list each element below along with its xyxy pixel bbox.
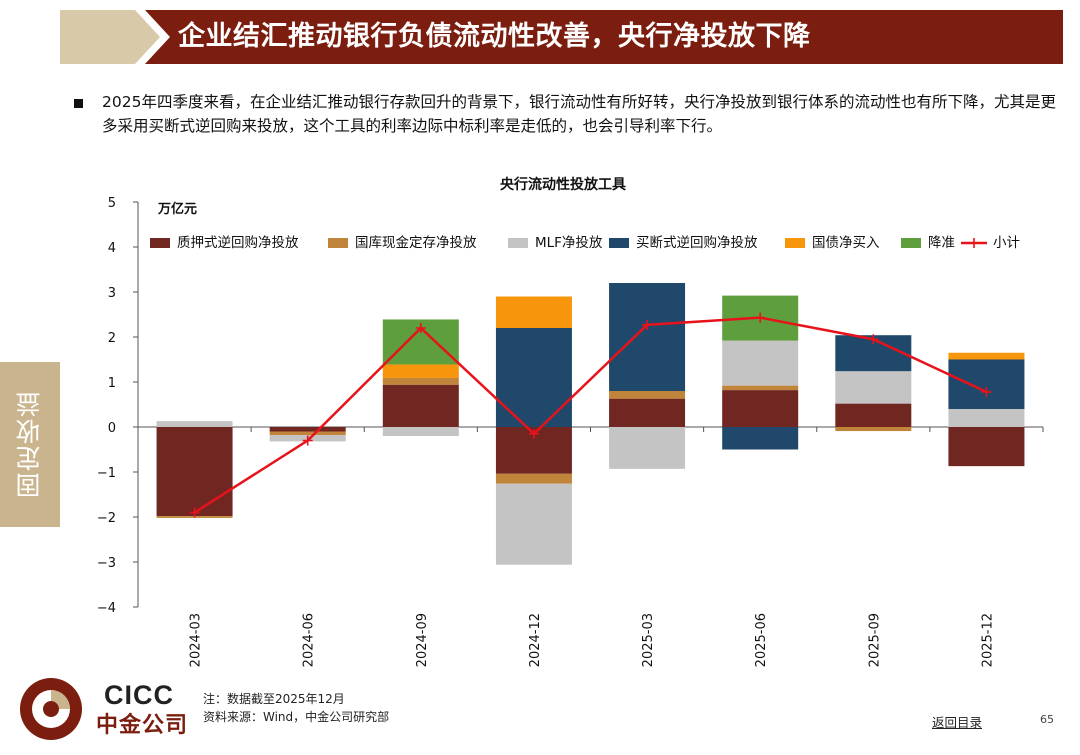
legend: 质押式逆回购净投放 国库现金定存净投放 MLF净投放 买断式逆回购净投放 国债净买入 降准… (150, 235, 1020, 251)
legend-label: 买断式逆回购净投放 (636, 235, 758, 251)
bar-segment (609, 283, 686, 391)
x-tick-label: 2024-03 (189, 613, 204, 667)
subtotal-line (189, 312, 992, 518)
bar-segment (495, 473, 572, 484)
subtotal-point (415, 323, 426, 333)
y-tick-label: 5 (108, 196, 116, 211)
legend-swatch (609, 238, 629, 248)
intro-paragraph: 2025年四季度来看，在企业结汇推动银行存款回升的背景下，银行流动性有所好转，央… (102, 93, 1056, 135)
logo-text-cn: 中金公司 (96, 713, 189, 738)
chart-title: 央行流动性投放工具 (500, 176, 626, 193)
bullet-marker (74, 99, 83, 108)
bar-segment (382, 364, 459, 378)
cicc-logo-icon (20, 678, 82, 740)
bar-segment (722, 385, 799, 391)
y-tick-label: −1 (97, 466, 116, 481)
legend-label: 质押式逆回购净投放 (177, 235, 299, 251)
bar-segment (722, 340, 799, 386)
bar-segment (269, 427, 346, 432)
bar-segment (835, 371, 912, 404)
liquidity-chart: 央行流动性投放工具 万亿元 5 4 3 2 1 0 −1 −2 −3 −4 2024-03 2024-… (97, 176, 1044, 667)
page-title: 企业结汇推动银行负债流动性改善，央行净投放下降 (178, 21, 811, 52)
bar-segment (269, 431, 346, 436)
subtotal-polyline (193, 316, 987, 514)
bar-segment (609, 398, 686, 427)
bar-segment (835, 427, 912, 432)
subtotal-point (868, 334, 879, 345)
chart-note: 注：数据截至2025年12月 (203, 692, 345, 706)
y-axis-unit: 万亿元 (157, 201, 197, 217)
bar-segment (609, 391, 686, 399)
y-tick-label: 3 (108, 286, 116, 301)
subtotal-point (189, 507, 200, 518)
legend-swatch (328, 238, 348, 248)
bar-segment (156, 421, 233, 427)
subtotal-point (981, 386, 992, 397)
bar-segment (948, 427, 1025, 467)
bars (156, 283, 1025, 565)
bar-segment (948, 352, 1025, 360)
bar-segment (948, 359, 1025, 409)
x-tick-label: 2024-12 (528, 613, 543, 667)
chart-source: 资料来源：Wind，中金公司研究部 (203, 710, 390, 724)
subtotal-point (302, 435, 313, 446)
legend-swatch (785, 238, 805, 248)
section-tab (0, 362, 60, 527)
legend-swatch (508, 238, 528, 248)
x-tick-label: 2024-09 (415, 613, 430, 667)
legend-label: MLF净投放 (535, 235, 603, 251)
bar-segment (948, 409, 1025, 427)
y-tick-label: 0 (108, 421, 116, 436)
bar-segment (382, 427, 459, 436)
x-tick-label: 2025-12 (980, 613, 995, 667)
banner-chevron-dark (145, 10, 1063, 64)
bar-segment (722, 427, 799, 450)
legend-label: 国债净买入 (812, 235, 880, 251)
y-tick-label: 2 (108, 331, 116, 346)
subtotal-point (528, 428, 539, 439)
legend-swatch (901, 238, 921, 248)
bar-segment (495, 483, 572, 565)
x-tick-label: 2025-06 (754, 613, 769, 667)
banner-chevron-light (60, 10, 160, 64)
bar-segment (609, 427, 686, 469)
y-tick-label: −2 (97, 511, 116, 526)
bar-segment (835, 403, 912, 427)
title-banner (60, 10, 1063, 64)
legend-swatch (150, 238, 170, 248)
legend-label: 降准 (928, 235, 955, 251)
x-tick-label: 2025-09 (867, 613, 882, 667)
bar-segment (382, 384, 459, 427)
x-tick-label: 2025-03 (641, 613, 656, 667)
page-number: 65 (1040, 713, 1054, 726)
bar-segment (382, 377, 459, 385)
y-tick-label: 4 (108, 241, 116, 256)
legend-label: 小计 (993, 235, 1020, 251)
bar-segment (495, 296, 572, 328)
y-tick-label: 1 (108, 376, 116, 391)
subtotal-point (642, 319, 653, 330)
logo-text-en: CICC (104, 680, 174, 710)
x-tick-label: 2024-06 (302, 613, 317, 667)
bar-segment (495, 328, 572, 427)
bar-segment (722, 390, 799, 427)
y-tick-label: −4 (97, 601, 116, 616)
legend-label: 国库现金定存净投放 (355, 235, 477, 251)
bar-segment (156, 427, 233, 517)
subtotal-point (755, 312, 766, 323)
y-tick-label: −3 (97, 556, 116, 571)
back-to-contents-link[interactable]: 返回目录 (932, 715, 983, 730)
